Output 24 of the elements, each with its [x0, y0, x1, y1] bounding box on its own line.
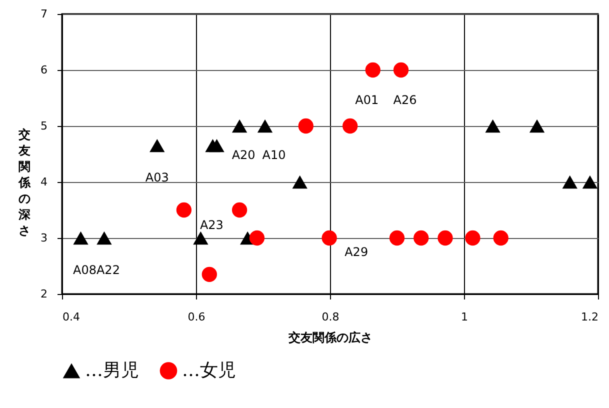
- annotation: A29: [344, 245, 368, 259]
- annotation: A23: [200, 218, 224, 232]
- annotation: A26: [393, 93, 417, 107]
- x-tick-label: 0.6: [188, 310, 206, 324]
- y-tick-label: 5: [40, 120, 48, 132]
- legend-label: …女児: [182, 360, 236, 381]
- x-tick-label: 0.8: [322, 310, 340, 324]
- annotation: A08: [73, 263, 96, 277]
- x-tick-label: 0.4: [62, 310, 80, 324]
- legend-label: …男児: [85, 360, 139, 381]
- annotation: A03: [145, 170, 169, 185]
- annotation: A20: [232, 148, 256, 162]
- y-axis-title: 交友関係の深さ: [18, 128, 32, 238]
- annotation: A22: [96, 263, 120, 277]
- y-tick-label: 3: [40, 232, 48, 244]
- x-tick-label: 1: [461, 310, 468, 324]
- x-tick-label: 1.2: [581, 310, 598, 324]
- annotation: A01: [355, 93, 379, 107]
- y-tick-label: 2: [40, 288, 48, 300]
- x-axis-title: 交友関係の広さ: [288, 330, 372, 344]
- y-tick-label: 4: [40, 176, 48, 188]
- y-tick-label: 7: [40, 8, 48, 20]
- y-tick-label: 6: [40, 64, 48, 76]
- annotation: A10: [262, 148, 286, 162]
